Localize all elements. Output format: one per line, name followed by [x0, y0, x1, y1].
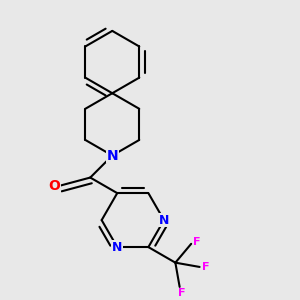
Text: F: F [193, 237, 201, 247]
Text: F: F [178, 288, 185, 298]
Text: N: N [112, 241, 122, 254]
Text: O: O [48, 178, 60, 193]
Text: N: N [106, 148, 118, 163]
Text: N: N [159, 214, 169, 226]
Text: F: F [202, 262, 209, 272]
